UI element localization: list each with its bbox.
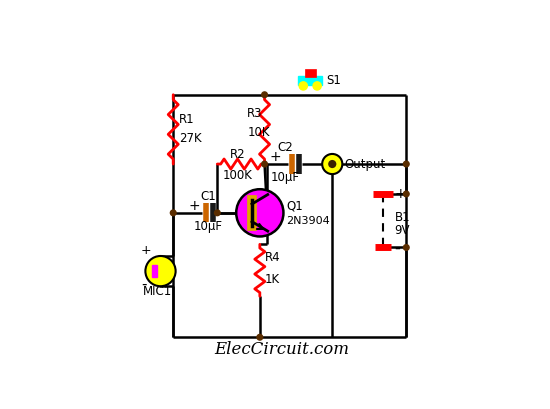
Circle shape — [299, 82, 307, 90]
Text: 9V: 9V — [394, 224, 410, 237]
Circle shape — [313, 82, 321, 90]
Text: +: + — [189, 199, 200, 213]
Circle shape — [404, 161, 409, 167]
Text: 10μF: 10μF — [271, 171, 300, 184]
Text: 100K: 100K — [223, 169, 252, 182]
Circle shape — [145, 256, 175, 286]
Text: C1: C1 — [200, 190, 216, 203]
Text: 2N3904: 2N3904 — [286, 216, 329, 226]
Text: 1K: 1K — [265, 273, 280, 286]
Circle shape — [404, 191, 409, 197]
Circle shape — [328, 160, 337, 168]
Text: +: + — [394, 187, 406, 201]
Text: ElecCircuit.com: ElecCircuit.com — [214, 341, 349, 358]
Text: -: - — [394, 238, 400, 256]
Bar — [305, 69, 316, 77]
Text: MIC1: MIC1 — [143, 285, 172, 298]
Circle shape — [170, 210, 176, 216]
Bar — [299, 76, 322, 85]
Circle shape — [214, 210, 220, 216]
Text: R3: R3 — [248, 107, 263, 120]
Text: 27K: 27K — [179, 132, 201, 145]
Circle shape — [236, 189, 283, 236]
Text: +: + — [270, 150, 282, 164]
Circle shape — [257, 335, 263, 340]
Text: 10μF: 10μF — [194, 220, 222, 233]
Circle shape — [262, 92, 267, 98]
Text: R2: R2 — [230, 148, 246, 161]
Text: C2: C2 — [277, 142, 293, 155]
Text: Output: Output — [345, 157, 386, 171]
Text: +: + — [140, 244, 151, 257]
Text: 10K: 10K — [248, 126, 270, 139]
Text: Q1: Q1 — [286, 200, 302, 213]
Text: R1: R1 — [179, 113, 195, 126]
Text: S1: S1 — [327, 74, 342, 87]
Text: R4: R4 — [265, 251, 280, 264]
Circle shape — [322, 154, 342, 174]
Text: -: - — [141, 276, 147, 292]
Text: B1: B1 — [394, 211, 410, 224]
Circle shape — [404, 245, 409, 250]
Bar — [152, 265, 157, 277]
Circle shape — [262, 161, 267, 167]
